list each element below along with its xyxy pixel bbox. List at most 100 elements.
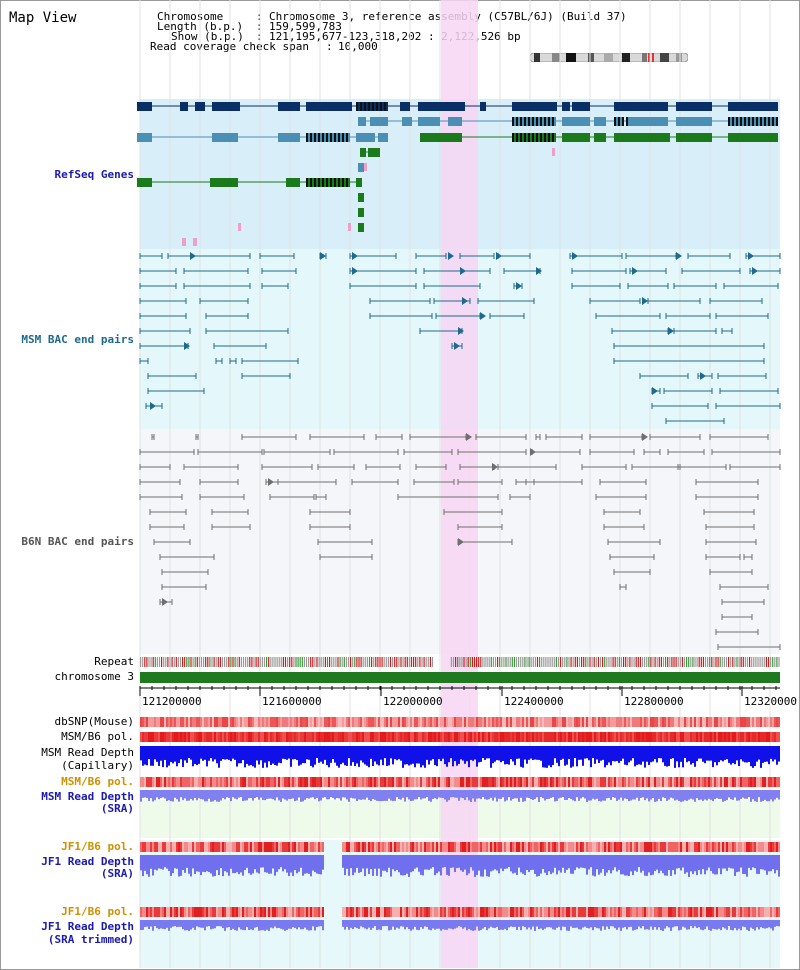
dbsnp-cell	[554, 717, 556, 727]
repeat-element	[375, 657, 377, 667]
msm-capillary-bar	[266, 746, 268, 768]
dbsnp-cell	[458, 717, 460, 727]
jf1-sra-bar	[152, 855, 154, 876]
msm-pol-cell	[776, 732, 778, 742]
repeat-element	[698, 657, 700, 667]
msm-sra-bar	[316, 790, 318, 798]
msm-pol2-cell	[496, 777, 498, 787]
jf1-pol2-cell	[266, 907, 268, 917]
jf1-pol2-cell	[752, 907, 754, 917]
repeat-element	[194, 657, 196, 667]
msm-sra-bar	[754, 790, 756, 802]
dbsnp-cell	[622, 717, 624, 727]
repeat-element	[490, 657, 492, 667]
jf1-pol-cell	[302, 842, 304, 852]
msm-pol-cell	[700, 732, 702, 742]
msm-capillary-bar	[306, 746, 308, 760]
msm-sra-bar	[616, 790, 618, 801]
msm-capillary-bar	[274, 746, 276, 765]
jf1-trim-bar	[682, 920, 684, 927]
msm-pol-cell	[736, 732, 738, 742]
jf1-pol2-cell	[264, 907, 266, 917]
msm-pol2-cell	[770, 777, 772, 787]
msm-pol-cell	[152, 732, 154, 742]
jf1-pol2-cell	[608, 907, 610, 917]
msm-sra-bar	[374, 790, 376, 800]
dbsnp-cell	[606, 717, 608, 727]
msm-pol2-cell	[228, 777, 230, 787]
jf1-pol2-cell	[420, 907, 422, 917]
msm-sra-bar	[680, 790, 682, 802]
msm-capillary-bar	[296, 746, 298, 761]
jf1-pol2-cell	[582, 907, 584, 917]
msm-sra-bar	[376, 790, 378, 801]
jf1-pol-cell	[534, 842, 536, 852]
msm-pol2-cell	[480, 777, 482, 787]
jf1-pol2-cell	[370, 907, 372, 917]
jf1-pol2-cell	[410, 907, 412, 917]
jf1-trim-bar	[174, 920, 176, 927]
jf1-sra-bar	[266, 855, 268, 873]
jf1-pol-cell	[252, 842, 254, 852]
dbsnp-cell	[304, 717, 306, 727]
msm-pol2-cell	[214, 777, 216, 787]
b6n-bac-label[interactable]: B6N BAC end pairs	[21, 535, 134, 548]
repeat-element	[291, 657, 293, 667]
jf1-pol2-cell	[398, 907, 400, 917]
msm-pol2-cell	[528, 777, 530, 787]
jf1-sra-bar	[480, 855, 482, 877]
repeat-element	[471, 657, 473, 667]
msm-pol2-cell	[248, 777, 250, 787]
msm-pol-cell	[652, 732, 654, 742]
msm-bac-track[interactable]	[139, 252, 781, 424]
jf1-trim-bar	[166, 920, 168, 928]
jf1-trim-bar	[770, 920, 772, 929]
heat-tracks[interactable]	[140, 717, 780, 931]
msm-sra-bar	[604, 790, 606, 801]
chromosome-ideogram[interactable]	[530, 53, 688, 62]
refseq-genes-label[interactable]: RefSeq Genes	[54, 168, 134, 181]
dbsnp-cell	[350, 717, 352, 727]
msm-capillary-bar	[624, 746, 626, 765]
repeat-element	[711, 657, 713, 667]
jf1-pol2-cell	[374, 907, 376, 917]
msm-capillary-bar	[474, 746, 476, 760]
msm-capillary-bar	[532, 746, 534, 761]
jf1-trim-bar	[280, 920, 282, 929]
jf1-trim-bar	[370, 920, 372, 930]
b6n-bac-track[interactable]	[139, 433, 781, 650]
msm-pol2-cell	[194, 777, 196, 787]
msm-pol-cell	[638, 732, 640, 742]
jf1-trim-bar	[346, 920, 348, 927]
msm-sra-bar	[346, 790, 348, 800]
msm-capillary-bar	[430, 746, 432, 761]
jf1-pol-cell	[272, 842, 274, 852]
msm-pol2-cell	[464, 777, 466, 787]
repeat-element	[251, 657, 253, 667]
jf1-pol2-cell	[426, 907, 428, 917]
jf1-trim-bar	[636, 920, 638, 930]
repeat-track[interactable]	[140, 657, 780, 683]
msm-pol2-cell	[358, 777, 360, 787]
msm-bac-pair-arrow	[458, 327, 464, 335]
jf1-trim-bar	[588, 920, 590, 929]
msm-sra-bar	[744, 790, 746, 799]
msm-sra-bar	[292, 790, 294, 799]
msm-pol2-cell	[442, 777, 444, 787]
jf1-pol-cell	[448, 842, 450, 852]
msm-sra-bar	[458, 790, 460, 801]
repeat-element	[450, 657, 452, 667]
msm-bac-label[interactable]: MSM BAC end pairs	[21, 333, 134, 346]
jf1-trim-bar	[708, 920, 710, 930]
jf1-pol2-cell	[292, 907, 294, 917]
jf1-trim-bar	[402, 920, 404, 927]
jf1-sra-bar	[358, 855, 360, 873]
msm-pol-cell	[634, 732, 636, 742]
jf1-pol-cell	[624, 842, 626, 852]
refseq-track[interactable]	[137, 102, 778, 246]
dbsnp-cell	[340, 717, 342, 727]
jf1-sra-bar	[364, 855, 366, 877]
msm-capillary-bar	[264, 746, 266, 763]
jf1-sra-bar	[230, 855, 232, 869]
